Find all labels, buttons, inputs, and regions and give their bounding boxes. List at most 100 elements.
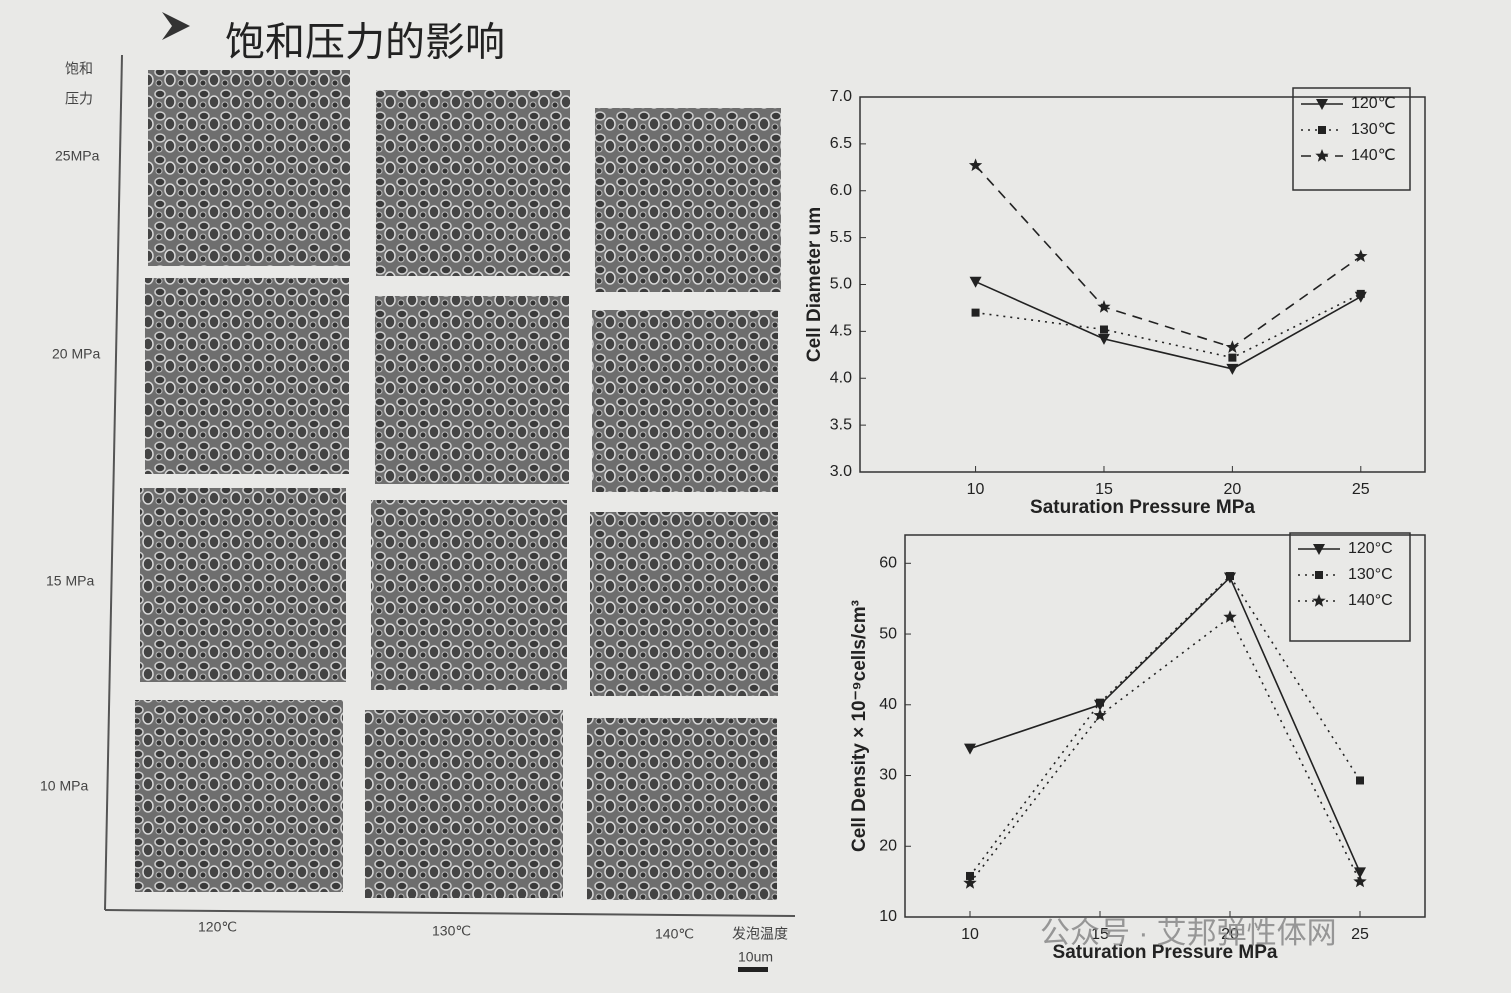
y-tick-label: 4.0 <box>830 369 852 386</box>
scale-bar <box>738 967 768 972</box>
series-line <box>975 280 1362 370</box>
marker <box>963 876 977 889</box>
grid-axis <box>104 54 123 911</box>
y-tick-label: 50 <box>879 625 897 642</box>
sem-image <box>371 500 567 690</box>
marker <box>1228 353 1237 362</box>
marker <box>968 158 983 172</box>
marker <box>1356 289 1365 298</box>
sem-image <box>376 90 570 276</box>
x-tick-label: 10 <box>961 926 979 943</box>
marker <box>1223 610 1237 623</box>
column-label: 140℃ <box>655 926 694 942</box>
column-label: 120℃ <box>198 919 237 935</box>
plot-frame <box>904 534 1426 918</box>
y-tick-label: 3.5 <box>830 416 852 433</box>
legend-box <box>1292 87 1411 191</box>
sem-image <box>135 700 343 892</box>
marker <box>1225 340 1239 353</box>
marker <box>969 276 982 288</box>
series-line <box>969 615 1361 884</box>
legend-label: 130℃ <box>1351 121 1396 138</box>
scale-bar-label: 10um <box>738 949 773 965</box>
grid-axis-label: 压力 <box>65 91 93 107</box>
sem-image <box>595 108 781 292</box>
column-label: 130℃ <box>432 923 471 939</box>
series-line <box>969 574 1361 877</box>
x-tick-label: 10 <box>967 481 985 498</box>
bullet <box>162 12 190 40</box>
legend-label: 140℃ <box>1351 147 1396 164</box>
marker <box>1226 572 1234 581</box>
x-tick-label: 25 <box>1351 926 1369 943</box>
sem-image <box>145 278 349 474</box>
legend-marker <box>1315 149 1329 162</box>
charts: 3.0 3.5 4.0 4.5 5.0 5.5 6.0 6.5 7.0 10 15 20 25 Satur… <box>804 87 1426 963</box>
y-axis-label: Cell Diameter um <box>804 207 825 362</box>
legend-marker <box>1312 594 1326 607</box>
y-tick-label: 5.5 <box>830 229 852 246</box>
row-label: 15 MPa <box>46 573 94 589</box>
sem-grid <box>104 54 796 917</box>
marker <box>1096 698 1104 707</box>
grid-x-label: 发泡温度 <box>732 926 788 942</box>
x-tick-label: 25 <box>1352 481 1370 498</box>
row-label: 25MPa <box>55 148 100 164</box>
sem-image <box>140 488 346 682</box>
x-tick-label: 15 <box>1091 926 1109 943</box>
x-axis-label: Saturation Pressure MPa <box>1053 942 1278 963</box>
legend-marker <box>1318 126 1326 134</box>
marker <box>964 743 976 755</box>
row-label: 10 MPa <box>40 778 88 794</box>
sem-image <box>365 710 563 898</box>
sem-image <box>375 296 569 484</box>
sem-image <box>587 718 777 900</box>
series-line <box>969 576 1361 873</box>
y-axis-label: Cell Density × 10⁻⁹cells/cm³ <box>849 600 870 852</box>
y-tick-label: 20 <box>879 837 897 854</box>
marker <box>1093 708 1107 722</box>
marker <box>971 308 980 317</box>
marker <box>1099 325 1108 334</box>
y-tick-label: 30 <box>879 767 897 784</box>
y-tick-label: 5.0 <box>830 276 852 293</box>
legend-label: 140°C <box>1348 592 1393 609</box>
x-tick-label: 20 <box>1223 481 1241 498</box>
series-line <box>974 164 1362 349</box>
marker <box>1353 874 1367 888</box>
plot-frame <box>859 96 1426 473</box>
y-tick-label: 10 <box>879 908 897 925</box>
grid-axis <box>104 909 796 917</box>
watermark: 公众号 · 艾邦弹性体网 <box>1040 917 1337 950</box>
series-line <box>975 293 1362 359</box>
x-axis-label: Saturation Pressure MPa <box>1030 497 1255 518</box>
legend-label: 120°C <box>1348 540 1393 557</box>
legend-box <box>1289 532 1411 642</box>
marker <box>966 871 974 880</box>
slide-title: 饱和压力的影响 <box>225 21 505 65</box>
marker <box>1354 867 1366 879</box>
legend-label: 120℃ <box>1351 95 1396 112</box>
legend-marker <box>1313 544 1325 555</box>
sem-image <box>148 70 350 266</box>
marker <box>1097 333 1110 345</box>
marker <box>1356 776 1364 785</box>
sem-image <box>592 310 778 492</box>
y-tick-label: 3.0 <box>830 463 852 480</box>
legend-marker <box>1315 571 1323 579</box>
y-tick-label: 7.0 <box>830 88 852 105</box>
x-tick-label: 15 <box>1095 481 1113 498</box>
marker <box>1354 249 1368 262</box>
row-label: 20 MPa <box>52 346 100 362</box>
grid-axis-label: 饱和 <box>65 61 93 77</box>
sem-image <box>590 512 778 696</box>
legend-marker <box>1316 99 1328 110</box>
y-tick-label: 60 <box>879 555 897 572</box>
legend-label: 130°C <box>1348 566 1393 583</box>
marker <box>1226 363 1239 375</box>
y-tick-label: 40 <box>879 696 897 713</box>
y-tick-label: 6.5 <box>830 135 852 152</box>
marker <box>1097 300 1111 313</box>
x-tick-label: 20 <box>1221 926 1239 943</box>
